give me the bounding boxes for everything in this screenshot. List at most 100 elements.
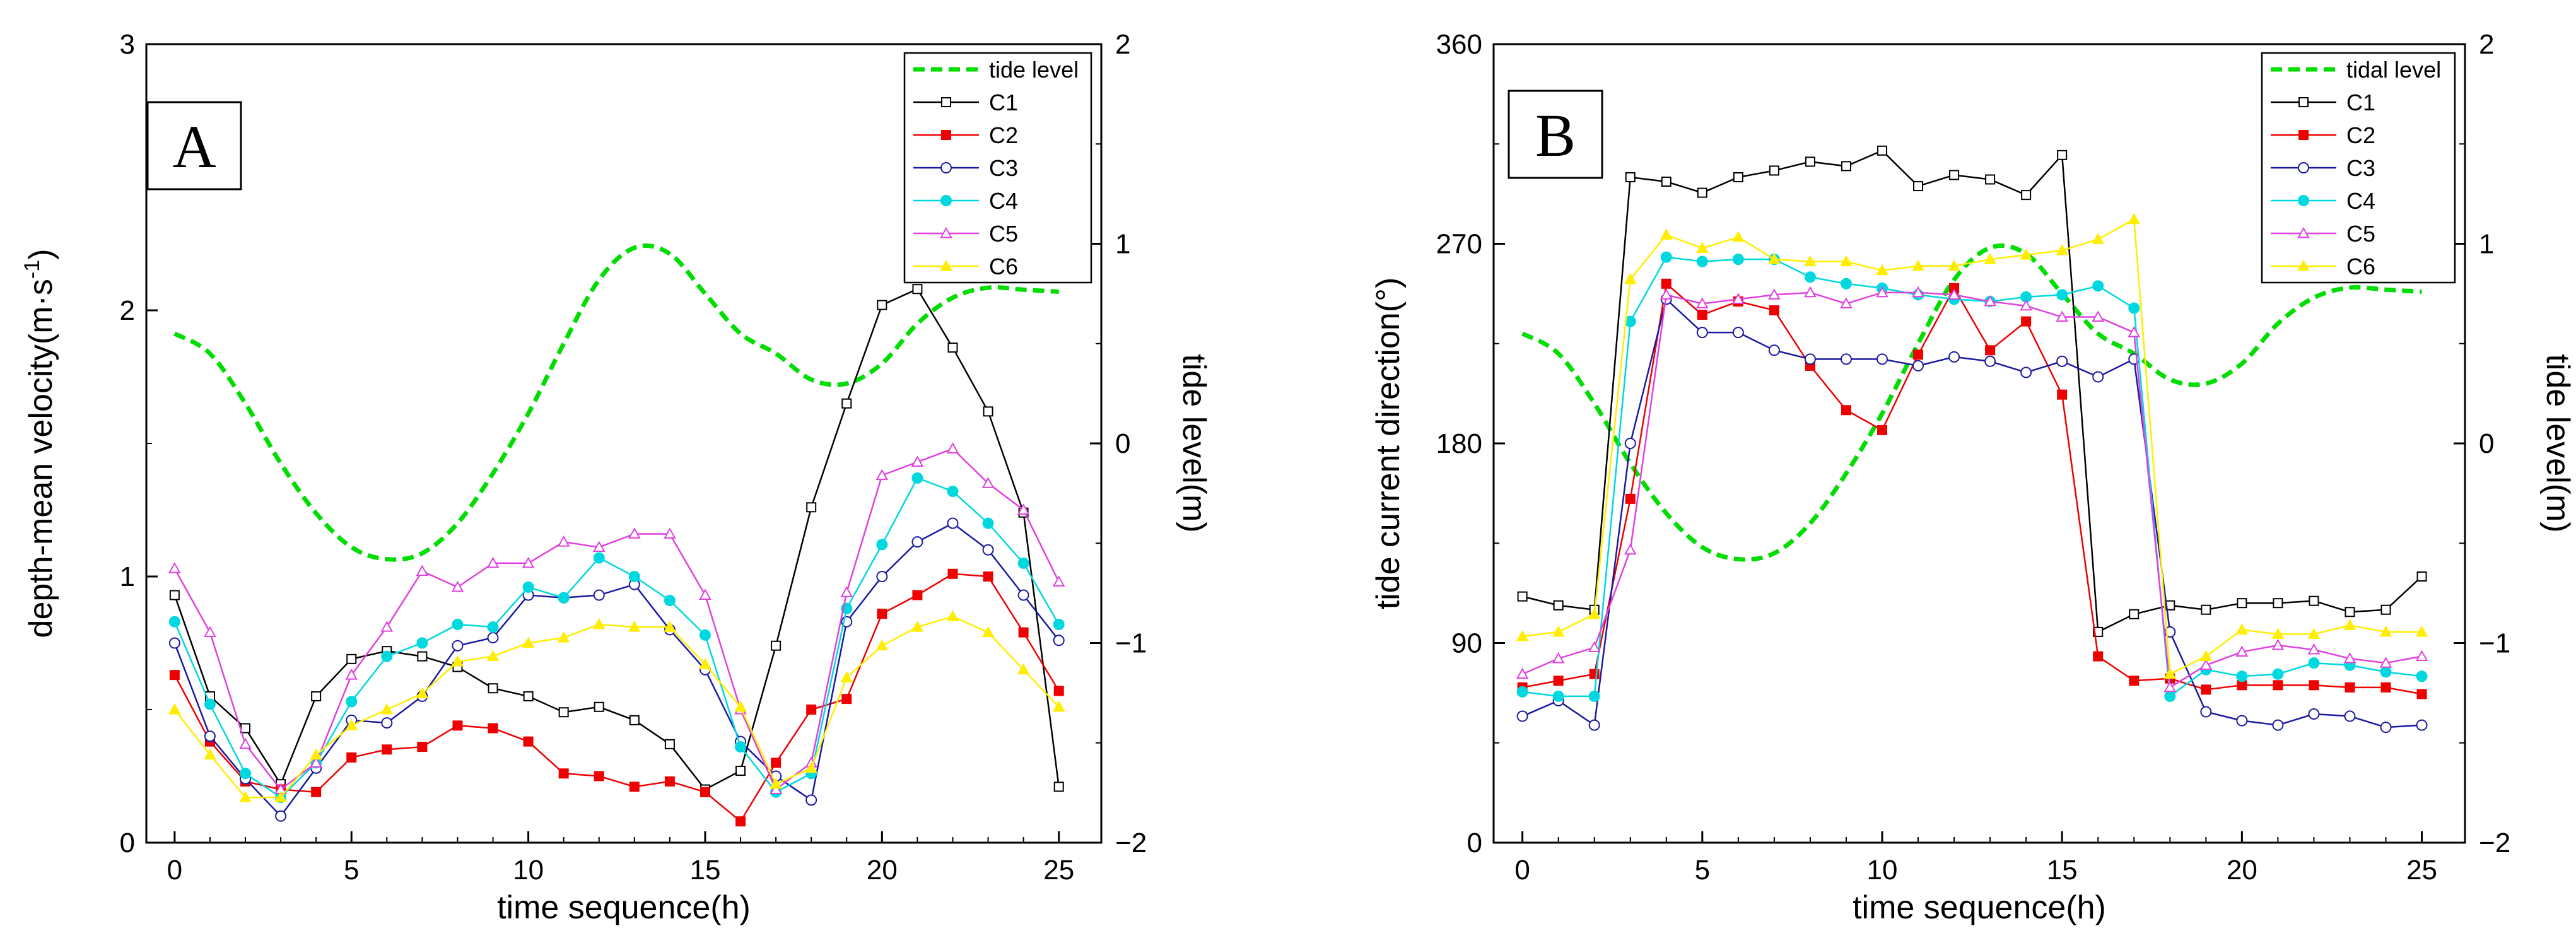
data-point-c3 [1588, 719, 1600, 731]
data-point-c5 [522, 556, 535, 568]
y2-tick-label: 0 [2479, 428, 2494, 459]
legend-label-c1: C1 [2346, 90, 2375, 115]
legend-label-c6: C6 [989, 254, 1018, 279]
data-point-c4 [522, 581, 534, 593]
series-c3 [1516, 293, 2428, 734]
data-point-c1 [806, 502, 817, 513]
data-point-c1 [417, 651, 428, 662]
data-point-c6 [628, 621, 641, 632]
data-point-c6 [204, 748, 216, 760]
data-point-c5 [1017, 503, 1030, 515]
data-point-c2 [1018, 627, 1029, 638]
data-point-c5 [2415, 650, 2428, 662]
data-point-c2 [1053, 686, 1064, 696]
data-point-c1 [983, 406, 993, 417]
data-point-c5 [1732, 293, 1745, 304]
series-line-c6 [173, 615, 1060, 799]
series-c5 [168, 442, 1065, 795]
data-point-c5 [380, 621, 394, 632]
data-point-c6 [805, 761, 817, 773]
series-line-c6 [1522, 218, 2422, 676]
data-point-c4 [664, 594, 676, 606]
data-point-c3 [947, 517, 959, 529]
series-line-c5 [173, 447, 1060, 791]
data-point-c1 [629, 715, 640, 725]
data-point-c5 [1948, 288, 1960, 300]
data-point-c6 [2379, 625, 2392, 637]
data-point-c2 [877, 609, 887, 619]
data-point-c3 [911, 536, 923, 548]
data-point-c5 [592, 541, 606, 553]
data-point-c6 [1876, 264, 1888, 276]
data-point-c6 [1588, 607, 1601, 619]
data-point-c5 [2163, 681, 2177, 693]
data-point-c6 [2415, 625, 2428, 637]
data-point-c6 [2092, 233, 2104, 244]
panel-letter: B [1535, 102, 1576, 169]
data-point-c6 [1660, 228, 1673, 240]
data-point-c6 [875, 639, 889, 651]
data-point-c2 [1877, 424, 1887, 435]
data-point-c1 [1553, 600, 1564, 611]
data-point-c5 [557, 535, 570, 547]
data-point-c6 [1696, 242, 1709, 253]
data-point-c1 [2057, 149, 2068, 160]
data-point-c3 [1876, 353, 1888, 365]
data-point-c1 [523, 691, 534, 701]
data-point-c6 [1732, 230, 1745, 242]
data-point-c4 [1840, 278, 1852, 290]
data-point-c4 [2056, 289, 2068, 301]
data-point-c3 [1984, 355, 1996, 367]
data-point-c6 [1624, 272, 1637, 284]
legend-label-c1: C1 [989, 90, 1018, 115]
data-point-c2 [1553, 676, 1564, 686]
data-point-c5 [2056, 310, 2068, 322]
series-c2 [169, 568, 1064, 827]
data-point-c3 [982, 544, 994, 556]
data-point-c2 [2093, 651, 2104, 662]
data-point-c5 [1052, 575, 1065, 587]
data-point-c6 [1984, 253, 1996, 264]
data-point-c1 [346, 653, 357, 664]
panel-letter-box [146, 101, 242, 190]
x-tick-label: 0 [167, 855, 182, 886]
data-point-c6 [734, 700, 747, 712]
data-point-c4 [558, 592, 570, 604]
data-point-c6 [451, 655, 464, 667]
data-point-c6 [2271, 628, 2285, 639]
data-point-c6 [168, 703, 181, 715]
data-point-c3 [1768, 344, 1780, 356]
data-point-c2 [983, 571, 993, 582]
data-point-c1 [912, 284, 923, 295]
data-point-c2 [2201, 684, 2211, 695]
data-point-c6 [380, 703, 394, 715]
data-point-c2 [2309, 680, 2319, 691]
data-point-c4 [487, 621, 499, 633]
data-point-c4 [1696, 255, 1708, 267]
data-point-c6 [2056, 243, 2068, 255]
data-point-c6 [2307, 628, 2321, 639]
data-point-c1 [877, 300, 887, 310]
data-point-c1 [488, 683, 498, 694]
legend-label-c2: C2 [2346, 122, 2375, 148]
data-point-c1 [2416, 571, 2427, 582]
data-point-c6 [699, 658, 711, 669]
data-point-c1 [1805, 156, 1815, 167]
data-point-c6 [2163, 667, 2177, 679]
data-point-c2 [169, 670, 180, 681]
data-point-c2 [346, 752, 357, 763]
y2-tick-label: 1 [1115, 229, 1130, 260]
data-point-c3 [487, 632, 499, 644]
y-axis-title: depth-mean velocity(m·s-1) [20, 249, 59, 638]
series-c4 [1516, 251, 2428, 702]
data-point-c3 [2344, 710, 2356, 722]
data-point-c6 [2128, 213, 2141, 225]
data-point-c1 [1841, 161, 1851, 172]
data-point-c4 [982, 517, 994, 529]
data-point-c2 [1985, 345, 1996, 356]
data-point-c3 [1053, 635, 1065, 647]
legend-label-c5: C5 [989, 221, 1018, 247]
data-point-c5 [168, 562, 181, 573]
data-point-c1 [1625, 172, 1636, 182]
panel-a: 0 5 10 15 20 25 0 1 2 3 −2 −1 0 1 2 time sequence(h) dep… [20, 29, 1212, 926]
